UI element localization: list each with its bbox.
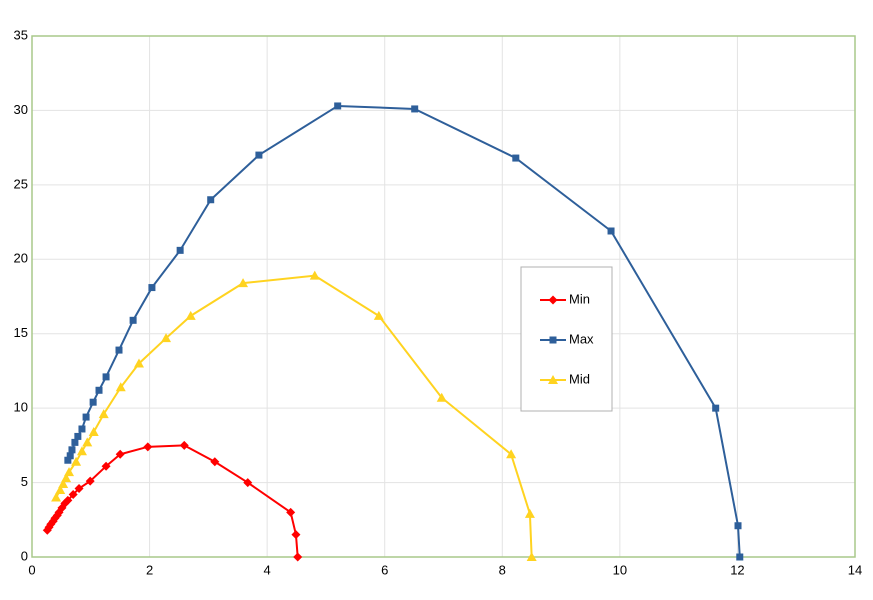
legend: Min Max Mid <box>520 266 613 412</box>
marker <box>411 105 419 113</box>
marker <box>55 485 66 495</box>
marker <box>115 449 125 459</box>
marker <box>436 392 447 402</box>
x-tick-label: 10 <box>613 562 627 577</box>
marker <box>101 461 111 471</box>
y-tick-label: 15 <box>14 325 28 340</box>
marker <box>61 473 72 483</box>
marker <box>334 102 342 110</box>
marker <box>129 316 137 324</box>
marker <box>293 552 303 562</box>
legend-box <box>520 266 613 412</box>
marker <box>85 476 95 486</box>
marker <box>95 386 103 394</box>
legend-label: Max <box>569 331 594 346</box>
x-tick-label: 2 <box>146 562 153 577</box>
marker <box>64 467 75 477</box>
marker <box>89 398 97 406</box>
y-tick-label: 0 <box>21 548 28 563</box>
marker <box>526 552 537 561</box>
x-tick-label: 14 <box>848 562 862 577</box>
plot-border <box>31 35 856 558</box>
marker <box>68 489 78 499</box>
legend-marker <box>548 295 558 305</box>
y-tick-label: 10 <box>14 400 28 415</box>
marker <box>115 382 126 392</box>
y-tick-label: 20 <box>14 251 28 266</box>
marker <box>78 425 86 433</box>
marker <box>76 446 87 456</box>
y-tick-label: 35 <box>14 27 28 42</box>
legend-marker <box>548 375 558 384</box>
marker <box>71 438 79 446</box>
marker <box>210 457 220 467</box>
marker <box>238 278 249 288</box>
marker <box>291 530 301 540</box>
series-line <box>55 274 533 558</box>
marker <box>524 508 535 518</box>
marker <box>607 227 615 235</box>
marker <box>243 478 253 488</box>
marker <box>255 151 263 159</box>
marker <box>63 495 73 505</box>
series-line <box>46 444 299 558</box>
marker <box>176 246 184 254</box>
legend-label: Min <box>569 291 590 306</box>
marker <box>66 452 74 460</box>
x-tick-label: 8 <box>499 562 506 577</box>
marker <box>736 553 744 561</box>
marker <box>712 404 720 412</box>
marker <box>64 456 72 464</box>
y-tick-label: 30 <box>14 102 28 117</box>
y-tick-label: 25 <box>14 176 28 191</box>
marker <box>58 479 69 489</box>
x-tick-label: 12 <box>730 562 744 577</box>
marker <box>143 442 153 452</box>
marker <box>734 522 742 530</box>
marker <box>51 492 62 502</box>
marker <box>373 310 384 320</box>
marker <box>179 440 189 450</box>
legend-label: Mid <box>569 371 590 386</box>
series-line <box>66 104 741 558</box>
marker <box>71 456 82 466</box>
marker <box>68 446 76 454</box>
x-tick-label: 6 <box>381 562 388 577</box>
marker <box>98 409 109 419</box>
marker <box>74 432 82 440</box>
marker <box>88 426 99 436</box>
marker <box>185 310 196 320</box>
marker <box>286 507 296 517</box>
x-tick-label: 0 <box>28 562 35 577</box>
y-tick-label: 5 <box>21 474 28 489</box>
marker <box>115 346 123 354</box>
marker <box>102 373 110 381</box>
x-tick-label: 4 <box>264 562 271 577</box>
marker <box>82 437 93 447</box>
marker <box>82 413 90 421</box>
marker <box>207 196 215 204</box>
marker <box>74 484 84 494</box>
marker <box>506 449 517 459</box>
marker <box>133 358 144 368</box>
legend-marker <box>549 336 557 344</box>
marker <box>161 333 172 343</box>
marker <box>148 284 156 292</box>
marker <box>512 154 520 162</box>
marker <box>309 270 320 280</box>
